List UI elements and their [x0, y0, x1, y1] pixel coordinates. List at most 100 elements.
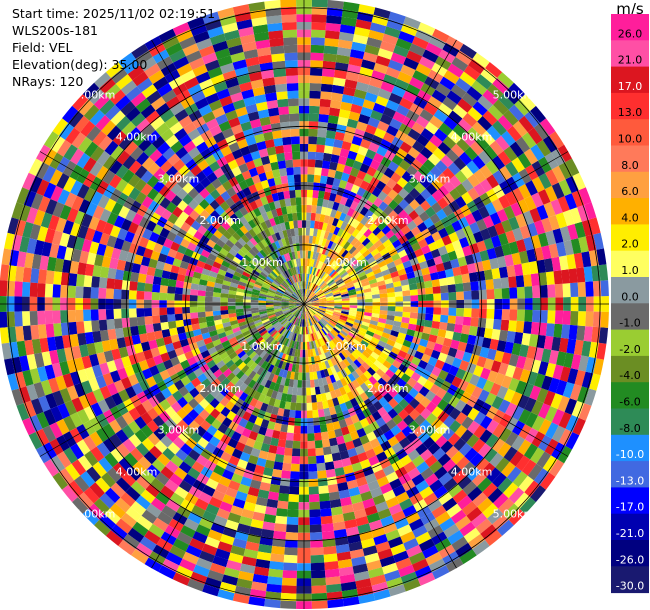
- velocity-gate: [243, 254, 252, 263]
- velocity-gate: [273, 305, 282, 308]
- velocity-gate: [262, 282, 271, 288]
- velocity-gate: [242, 153, 254, 164]
- velocity-gate: [304, 296, 306, 304]
- velocity-gate: [48, 214, 60, 231]
- velocity-gate: [33, 209, 46, 226]
- velocity-gate: [55, 217, 67, 233]
- velocity-gate: [65, 127, 81, 145]
- velocity-gate: [362, 284, 371, 290]
- velocity-gate: [463, 65, 481, 81]
- velocity-gate: [183, 205, 194, 216]
- velocity-gate: [118, 249, 129, 262]
- velocity-gate: [308, 291, 313, 298]
- velocity-gate: [366, 256, 376, 265]
- velocity-gate: [557, 196, 570, 213]
- colorbar-tick-label: 8.0: [621, 159, 639, 172]
- velocity-gate: [302, 281, 304, 289]
- velocity-gate: [145, 239, 157, 251]
- velocity-gate: [16, 403, 30, 421]
- velocity-gate: [337, 39, 353, 50]
- velocity-gate: [156, 362, 167, 373]
- velocity-gate: [309, 75, 322, 84]
- velocity-gate: [547, 284, 556, 298]
- velocity-gate: [400, 254, 410, 264]
- velocity-gate: [98, 287, 107, 299]
- velocity-gate: [325, 295, 334, 299]
- velocity-gate: [320, 262, 326, 271]
- velocity-gate: [296, 212, 302, 221]
- velocity-gate: [254, 31, 270, 42]
- velocity-gate: [309, 105, 320, 114]
- velocity-gate: [338, 247, 346, 256]
- velocity-gate: [380, 81, 395, 93]
- velocity-gate: [254, 254, 262, 262]
- velocity-gate: [209, 270, 218, 278]
- velocity-gate: [261, 284, 270, 290]
- velocity-gate: [94, 341, 104, 354]
- velocity-gate: [490, 235, 502, 248]
- velocity-gate: [167, 320, 177, 329]
- velocity-gate: [71, 195, 84, 211]
- velocity-gate: [86, 252, 97, 266]
- velocity-gate: [245, 103, 258, 114]
- velocity-gate: [289, 299, 297, 303]
- velocity-gate: [312, 275, 318, 284]
- velocity-gate: [223, 276, 233, 283]
- velocity-gate: [265, 245, 273, 254]
- velocity-gate: [158, 185, 171, 198]
- velocity-gate: [221, 260, 231, 268]
- velocity-gate: [459, 43, 477, 59]
- velocity-gate: [281, 298, 290, 302]
- velocity-gate: [381, 184, 393, 196]
- velocity-gate: [491, 155, 506, 171]
- velocity-gate: [298, 298, 304, 304]
- velocity-gate: [181, 254, 192, 264]
- velocity-gate: [165, 255, 175, 265]
- velocity-gate: [427, 153, 441, 166]
- velocity-gate: [417, 164, 430, 177]
- velocity-gate: [343, 232, 352, 242]
- velocity-gate: [374, 271, 384, 279]
- velocity-gate: [83, 275, 93, 288]
- velocity-gate: [394, 285, 403, 293]
- velocity-gate: [213, 314, 222, 321]
- velocity-gate: [284, 291, 292, 296]
- velocity-gate: [366, 84, 381, 96]
- velocity-gate: [229, 213, 239, 223]
- velocity-gate: [138, 216, 150, 229]
- velocity-gate: [443, 192, 455, 205]
- velocity-gate: [221, 221, 231, 231]
- velocity-gate: [323, 265, 330, 273]
- velocity-gate: [228, 264, 237, 272]
- velocity-gate: [542, 135, 558, 153]
- velocity-gate: [492, 77, 509, 94]
- velocity-gate: [76, 274, 85, 287]
- velocity-gate: [487, 225, 499, 238]
- velocity-gate: [15, 326, 25, 342]
- velocity-gate: [327, 216, 335, 225]
- velocity-gate: [319, 281, 327, 289]
- velocity-gate: [308, 121, 319, 130]
- velocity-gate: [396, 177, 408, 188]
- velocity-gate: [256, 140, 267, 151]
- velocity-gate: [170, 102, 185, 116]
- velocity-gate: [392, 214, 403, 225]
- velocity-gate: [420, 128, 434, 141]
- velocity-gate: [531, 192, 544, 208]
- velocity-gate: [281, 22, 297, 31]
- velocity-gate: [176, 273, 186, 282]
- velocity-gate: [310, 294, 317, 300]
- velocity-gate: [309, 292, 315, 299]
- velocity-gate: [76, 152, 91, 169]
- velocity-gate: [424, 140, 438, 154]
- velocity-gate: [38, 196, 51, 213]
- velocity-gate: [511, 252, 522, 266]
- velocity-gate: [201, 268, 211, 276]
- velocity-gate: [122, 155, 136, 170]
- velocity-gate: [568, 268, 578, 284]
- velocity-gate: [44, 364, 56, 380]
- velocity-gate: [83, 187, 97, 203]
- velocity-gate: [475, 136, 490, 151]
- velocity-gate: [268, 30, 284, 40]
- velocity-gate: [327, 267, 334, 275]
